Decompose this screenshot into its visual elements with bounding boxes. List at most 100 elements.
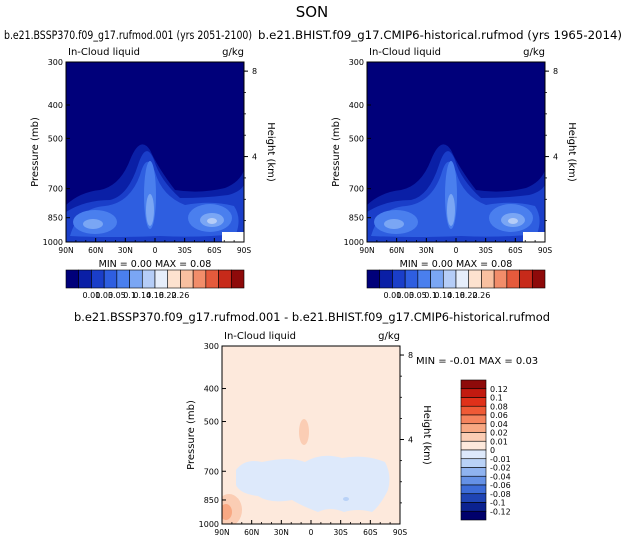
panel-b-ytick-label: 300 — [349, 58, 364, 67]
colorbar-b-swatch — [493, 269, 508, 289]
colorbar-b-label: 0.22 — [460, 291, 478, 300]
panel-b-field — [367, 62, 545, 242]
panel-diff-height-tick-label: 4 — [408, 436, 413, 445]
panel-b-xtick-label: 30N — [419, 246, 434, 255]
colorbar-a-swatch — [116, 269, 130, 289]
colorbar-b-label: 0.05 — [409, 291, 427, 300]
colorbar-panel-a: 0.010.030.050.10.140.180.220.26 MIN = 0.0… — [65, 259, 245, 300]
colorbar-diff-label: 0.12 — [490, 385, 508, 394]
panel-b-subtitle-left: In-Cloud liquid — [369, 47, 441, 58]
panel-b-ylabel-right: Height (km) — [566, 122, 577, 182]
panel-b-axes: 300 400 500 700 850 1000 Pressure (mb) 8 4 Height… — [331, 58, 577, 255]
colorbar-b-swatch — [379, 269, 393, 289]
panel-a-xtick-label: 90S — [237, 246, 252, 255]
panel-b: b.e21.BHIST.f09_g17.CMIP6-historical.ruf… — [258, 28, 622, 243]
panel-diff-minmax: MIN = -0.01 MAX = 0.03 — [416, 356, 538, 367]
colorbar-a-minmax: MIN = 0.00 MAX = 0.08 — [99, 259, 212, 270]
colorbar-diff-swatch — [460, 388, 487, 398]
panel-diff-ylabel-left: Pressure (mb) — [186, 400, 197, 470]
colorbar-a-swatch — [65, 269, 80, 289]
colorbar-b-swatch — [417, 269, 431, 289]
colorbar-b-swatch — [455, 269, 470, 289]
panel-a-xtick-label: 90N — [58, 246, 73, 255]
colorbar-a-swatch — [78, 269, 92, 289]
colorbar-b-minmax: MIN = 0.00 MAX = 0.08 — [400, 259, 513, 270]
panel-a: b.e21.BSSP370.f09_g17.rufmod.001 (yrs 20… — [4, 28, 252, 243]
colorbar-b-swatch — [366, 269, 381, 289]
colorbar-a-swatch — [167, 269, 181, 289]
panel-b-subtitle-right: g/kg — [523, 47, 545, 58]
colorbar-diff-swatch — [460, 484, 487, 495]
colorbar-a-label: 0.03 — [95, 291, 113, 300]
colorbar-b-label: 0.18 — [447, 291, 465, 300]
colorbar-b-swatch — [481, 269, 495, 289]
panel-a-axes: 300 400 500 700 850 1000 Pressure (mb) 8 4 Height… — [30, 58, 276, 255]
panel-diff-height-tick-label: 8 — [408, 351, 413, 360]
panel-a-subtitle-right: g/kg — [222, 47, 244, 58]
colorbar-diff-label: -0.04 — [490, 472, 511, 481]
colorbar-a-swatch — [141, 269, 156, 289]
panel-a-ytick-label: 700 — [48, 185, 63, 194]
colorbar-b-label: 0.14 — [434, 291, 452, 300]
panel-diff-xtick-label: 60S — [363, 528, 378, 537]
colorbar-diff-swatch — [460, 502, 487, 512]
colorbar-diff-label: -0.01 — [490, 455, 511, 464]
colorbar-panel-b: 0.010.030.050.10.140.180.220.26 MIN = 0.0… — [366, 259, 546, 300]
panel-a-ytick-label: 400 — [48, 101, 63, 110]
panel-diff-ytick-label: 500 — [204, 418, 219, 427]
colorbar-a-label: 0.14 — [133, 291, 151, 300]
colorbar-b-label: 0.1 — [424, 291, 437, 300]
panel-b-xtick-label: 90S — [538, 246, 553, 255]
panel-a-ytick-label: 500 — [48, 134, 63, 143]
panel-a-ylabel-right: Height (km) — [265, 122, 276, 182]
colorbar-b-swatch — [430, 269, 444, 289]
panel-diff-ylabel-right: Height (km) — [421, 405, 432, 465]
colorbar-b-swatch — [442, 269, 457, 289]
colorbar-diff-swatch — [460, 467, 487, 477]
panel-b-ytick-label: 1000 — [344, 238, 364, 247]
colorbar-diff-label: 0.04 — [490, 420, 508, 429]
panel-diff-xtick-label: 30N — [274, 528, 289, 537]
colorbar-b-label: 0.26 — [473, 291, 491, 300]
colorbar-a-swatch — [129, 269, 143, 289]
colorbar-diff-label: 0.08 — [490, 402, 508, 411]
panel-diff-ytick-label: 1000 — [199, 520, 219, 529]
colorbar-a-swatch — [192, 269, 207, 289]
colorbar-a-label: 0.26 — [172, 291, 190, 300]
colorbar-a-label: 0.01 — [83, 291, 101, 300]
panel-b-height-tick-label: 8 — [553, 67, 558, 76]
panel-b-xtick-label: 60S — [508, 246, 523, 255]
colorbar-b-label: 0.01 — [384, 291, 402, 300]
colorbar-diff-swatch — [460, 423, 487, 433]
colorbar-diff-swatch — [460, 414, 487, 425]
panel-diff-field — [222, 346, 400, 524]
colorbar-b-swatch — [468, 269, 482, 289]
colorbar-diff-label: 0.02 — [490, 429, 508, 438]
panel-diff-title: b.e21.BSSP370.f09_g17.rufmod.001 - b.e21… — [74, 310, 550, 324]
panel-b-ytick-label: 700 — [349, 185, 364, 194]
colorbar-a-swatch — [91, 269, 105, 289]
panel-a-ytick-label: 850 — [48, 214, 63, 223]
panel-b-xtick-label: 60N — [389, 246, 404, 255]
panel-diff: b.e21.BSSP370.f09_g17.rufmod.001 - b.e21… — [74, 310, 550, 525]
panel-a-xtick-label: 30N — [118, 246, 133, 255]
panel-diff-xtick-label: 30S — [334, 528, 349, 537]
panel-diff-xtick-label: 90S — [393, 528, 408, 537]
colorbar-b-swatch — [531, 269, 546, 289]
colorbar-a-swatch — [180, 269, 194, 289]
panel-a-ylabel-left: Pressure (mb) — [30, 117, 41, 187]
panel-a-height-tick-label: 8 — [252, 67, 257, 76]
axes-layer: 300 400 500 700 850 1000 Pressure (mb) 8 4 Height… — [30, 58, 577, 537]
colorbar-a-swatch — [218, 269, 232, 289]
colorbar-a-swatch — [154, 269, 169, 289]
panel-diff-xtick-label: 90N — [214, 528, 229, 537]
panel-a-xtick-label: 60S — [207, 246, 222, 255]
colorbar-diff: 0.120.10.080.060.040.020.010-0.01-0.02-0… — [460, 379, 511, 521]
panel-b-ytick-label: 500 — [349, 134, 364, 143]
panel-b-ylabel-left: Pressure (mb) — [331, 117, 342, 187]
colorbar-diff-label: -0.02 — [490, 464, 511, 473]
colorbar-a-swatch — [205, 269, 219, 289]
colorbar-diff-swatch — [460, 440, 487, 451]
panel-diff-subtitle-left: In-Cloud liquid — [224, 331, 296, 342]
